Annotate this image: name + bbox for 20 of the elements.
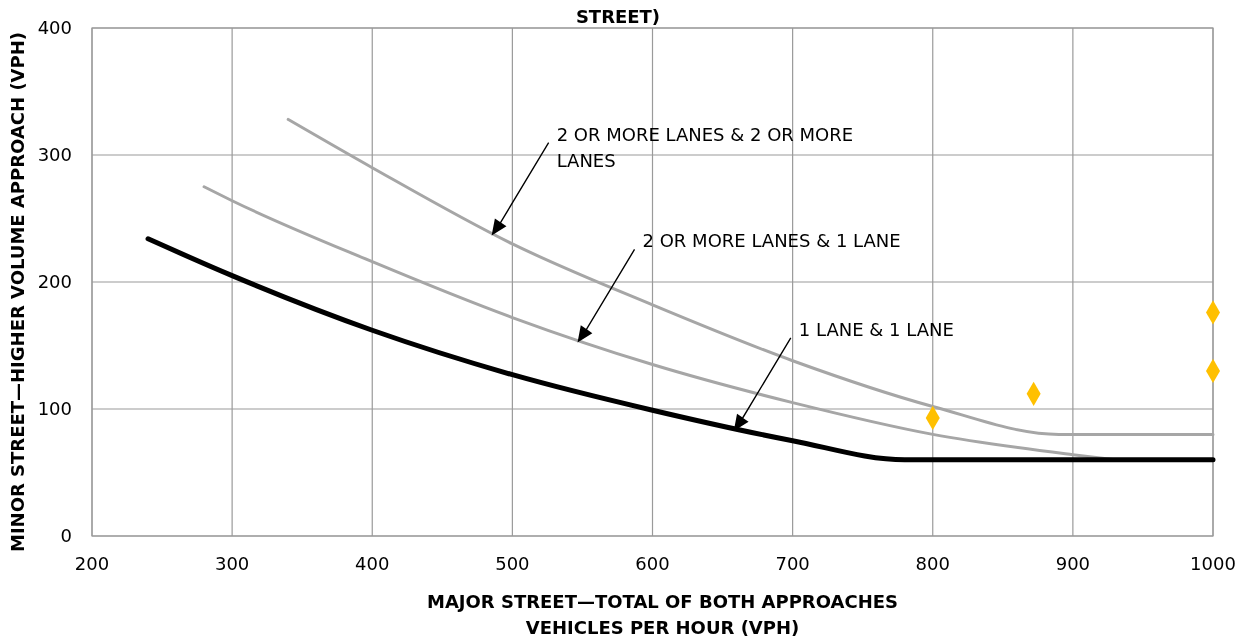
y-tick-label: 0 xyxy=(60,525,72,546)
annotation: 1 LANE & 1 LANE xyxy=(798,318,954,340)
x-tick-label: 700 xyxy=(775,553,810,574)
annotation: 2 OR MORE LANES & 2 OR MORE LANES xyxy=(556,123,854,171)
annotation: 2 OR MORE LANES & 1 LANE xyxy=(642,230,901,252)
x-tick-label: 200 xyxy=(74,553,110,574)
chart-title: STREET) xyxy=(575,6,661,27)
x-tick-label: 500 xyxy=(495,553,530,574)
x-tick-label: 400 xyxy=(355,553,390,574)
y-tick-label: 200 xyxy=(37,271,72,292)
x-axis-title: MAJOR STREET—TOTAL OF BOTH APPROACHES VEHICLES PER HOUR (VPH) xyxy=(426,591,899,638)
y-tick-label: 100 xyxy=(37,398,72,419)
x-tick-label: 800 xyxy=(915,553,950,574)
x-tick-label: 1000 xyxy=(1190,553,1236,574)
x-tick-label: 600 xyxy=(635,553,670,574)
x-tick-label: 300 xyxy=(214,553,250,574)
y-tick-label: 400 xyxy=(37,17,72,38)
y-tick-label: 300 xyxy=(37,144,72,165)
x-tick-label: 900 xyxy=(1055,553,1091,574)
y-axis-title: MINOR STREET—HIGHER VOLUME APPROACH (VPH) xyxy=(7,31,28,553)
